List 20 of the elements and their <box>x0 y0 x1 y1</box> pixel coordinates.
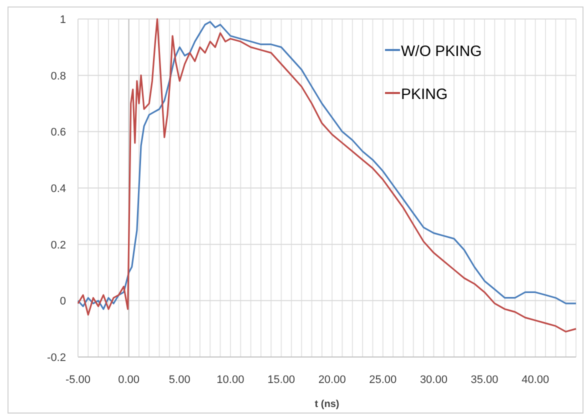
y-tick-label: 0.6 <box>50 126 66 139</box>
y-tick-label: 0 <box>60 296 66 308</box>
x-tick-label: 15.00 <box>268 374 296 386</box>
y-tick-label: 1 <box>60 14 66 26</box>
y-tick-label: 0.4 <box>50 183 66 195</box>
x-tick-label: 30.00 <box>420 374 448 386</box>
y-tick-label: 0.2 <box>50 239 66 252</box>
x-axis-title: t (ns) <box>314 399 340 410</box>
x-tick-label: 35.00 <box>470 374 498 386</box>
x-tick-label: 5.00 <box>168 374 190 386</box>
x-tick-label: -5.00 <box>65 374 91 386</box>
x-tick-label: 20.00 <box>318 374 346 386</box>
legend-label: PKING <box>401 86 448 103</box>
y-tick-label: -0.2 <box>47 352 66 364</box>
x-tick-label: 10.00 <box>216 374 244 386</box>
y-tick-label: 0.8 <box>50 70 66 82</box>
x-tick-label: 0.00 <box>118 374 140 386</box>
x-tick-label: 40.00 <box>522 374 550 386</box>
x-tick-label: 25.00 <box>369 374 397 386</box>
legend-label: W/O PKING <box>401 43 482 60</box>
